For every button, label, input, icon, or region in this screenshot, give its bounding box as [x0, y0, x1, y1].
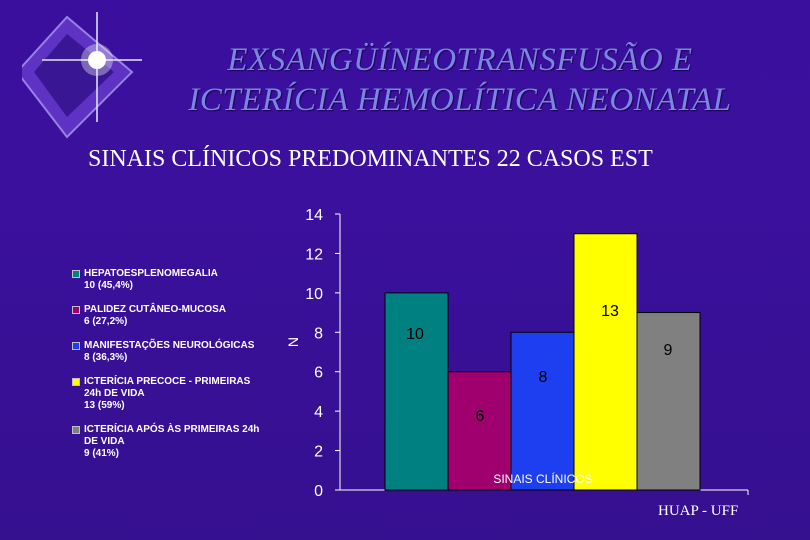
- bar-3: [573, 233, 638, 491]
- y-tick-label-1: 2: [314, 444, 323, 461]
- chart-legend: HEPATOESPLENOMEGALIA 10 (45,4%) PALIDEZ CU…: [70, 268, 295, 472]
- legend-item-2: MANIFESTAÇÕES NEUROLÓGICAS 8 (36,3%): [70, 340, 295, 364]
- y-tick-label-7: 14: [305, 207, 323, 224]
- bar-2: [510, 331, 575, 491]
- slide-footer: HUAP - UFF: [658, 503, 739, 519]
- y-tick-label-4: 8: [314, 325, 323, 342]
- data-label-3: 13: [601, 303, 619, 320]
- bar-0: [384, 292, 449, 491]
- slide-subtitle: SINAIS CLÍNICOS PREDOMINANTES 22 CASOS E…: [88, 146, 653, 172]
- star-diamond-icon: [22, 12, 142, 139]
- legend-text-3-0: ICTERÍCIA PRECOCE - PRIMEIRAS: [84, 376, 251, 387]
- y-tick-label-3: 6: [314, 365, 323, 382]
- slide-title-line-2: ICTERÍCIA HEMOLÍTICA NEONATAL: [188, 82, 732, 118]
- y-tick-label-2: 4: [314, 404, 323, 421]
- legend-swatch-4: [72, 426, 80, 434]
- legend-text-3-1: 24h DE VIDA: [84, 388, 145, 399]
- bar-1: [447, 371, 512, 491]
- data-label-2: 8: [539, 369, 548, 386]
- data-label-4: 9: [664, 342, 673, 359]
- legend-item-3: ICTERÍCIA PRECOCE - PRIMEIRAS 24h DE VIDA…: [70, 376, 295, 412]
- y-tick-label-6: 12: [305, 246, 323, 263]
- legend-text-0-1: 10 (45,4%): [84, 280, 133, 291]
- legend-swatch-1: [72, 306, 80, 314]
- legend-swatch-3: [72, 378, 80, 386]
- legend-swatch-0: [72, 270, 80, 278]
- legend-text-0-0: HEPATOESPLENOMEGALIA: [84, 268, 218, 279]
- legend-item-1: PALIDEZ CUTÂNEO-MUCOSA 6 (27,2%): [70, 304, 295, 328]
- data-label-0: 10: [406, 326, 424, 343]
- y-axis-label: N: [285, 337, 301, 347]
- legend-text-4-0: ICTERÍCIA APÓS ÀS PRIMEIRAS 24h: [84, 424, 260, 435]
- legend-text-3-2: 13 (59%): [84, 400, 125, 411]
- legend-item-0: HEPATOESPLENOMEGALIA 10 (45,4%): [70, 268, 295, 292]
- slide-title-line-1: EXSANGÜÍNEOTRANSFUSÃO E: [227, 42, 693, 78]
- bar-4: [636, 312, 701, 491]
- legend-text-1-1: 6 (27,2%): [84, 316, 128, 327]
- y-tick-label-0: 0: [314, 483, 323, 500]
- legend-swatch-2: [72, 342, 80, 350]
- x-axis-label: SINAIS CLÍNICOS: [493, 471, 592, 486]
- legend-text-1-0: PALIDEZ CUTÂNEO-MUCOSA: [84, 304, 227, 315]
- legend-text-2-1: 8 (36,3%): [84, 352, 128, 363]
- legend-text-4-2: 9 (41%): [84, 448, 120, 459]
- legend-item-4: ICTERÍCIA APÓS ÀS PRIMEIRAS 24h DE VIDA 9 …: [70, 424, 295, 460]
- legend-text-4-1: DE VIDA: [84, 436, 125, 447]
- legend-text-2-0: MANIFESTAÇÕES NEUROLÓGICAS: [84, 340, 255, 351]
- y-tick-label-5: 10: [305, 286, 323, 303]
- data-label-1: 6: [476, 408, 485, 425]
